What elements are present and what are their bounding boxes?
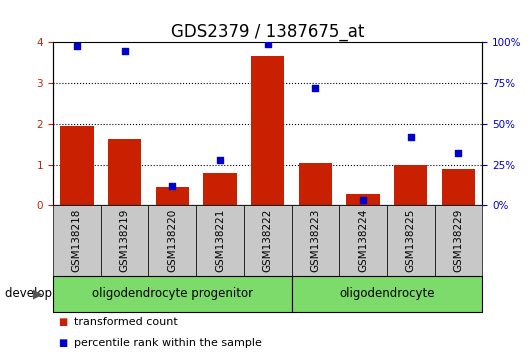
Text: GSM138223: GSM138223: [311, 209, 320, 273]
Text: GSM138229: GSM138229: [454, 209, 463, 273]
Point: [407, 134, 415, 140]
Point: [311, 85, 320, 91]
Point: [168, 183, 176, 189]
Text: GSM138220: GSM138220: [167, 209, 177, 272]
Text: transformed count: transformed count: [74, 317, 178, 327]
Point: [454, 150, 463, 156]
Point: [359, 198, 367, 203]
Text: GSM138219: GSM138219: [120, 209, 129, 273]
Bar: [394, 165, 427, 205]
Text: development stage: development stage: [5, 287, 120, 300]
Text: percentile rank within the sample: percentile rank within the sample: [74, 338, 262, 348]
Bar: [299, 162, 332, 205]
Text: ■: ■: [58, 317, 67, 327]
Title: GDS2379 / 1387675_at: GDS2379 / 1387675_at: [171, 23, 364, 41]
Bar: [156, 187, 189, 205]
Point: [73, 43, 81, 48]
Bar: [442, 170, 475, 205]
Text: ■: ■: [58, 338, 67, 348]
Point: [120, 48, 129, 53]
Text: oligodendrocyte: oligodendrocyte: [339, 287, 435, 300]
Bar: [108, 139, 141, 205]
Text: GSM138218: GSM138218: [72, 209, 82, 273]
Bar: [347, 194, 379, 205]
Bar: [204, 173, 236, 205]
Point: [263, 41, 272, 47]
Text: GSM138221: GSM138221: [215, 209, 225, 273]
Text: oligodendrocyte progenitor: oligodendrocyte progenitor: [92, 287, 253, 300]
Bar: [60, 126, 93, 205]
Text: ▶: ▶: [33, 287, 42, 300]
Bar: [251, 56, 284, 205]
Point: [216, 157, 224, 162]
Text: GSM138225: GSM138225: [406, 209, 416, 273]
Text: GSM138224: GSM138224: [358, 209, 368, 273]
Text: GSM138222: GSM138222: [263, 209, 272, 273]
